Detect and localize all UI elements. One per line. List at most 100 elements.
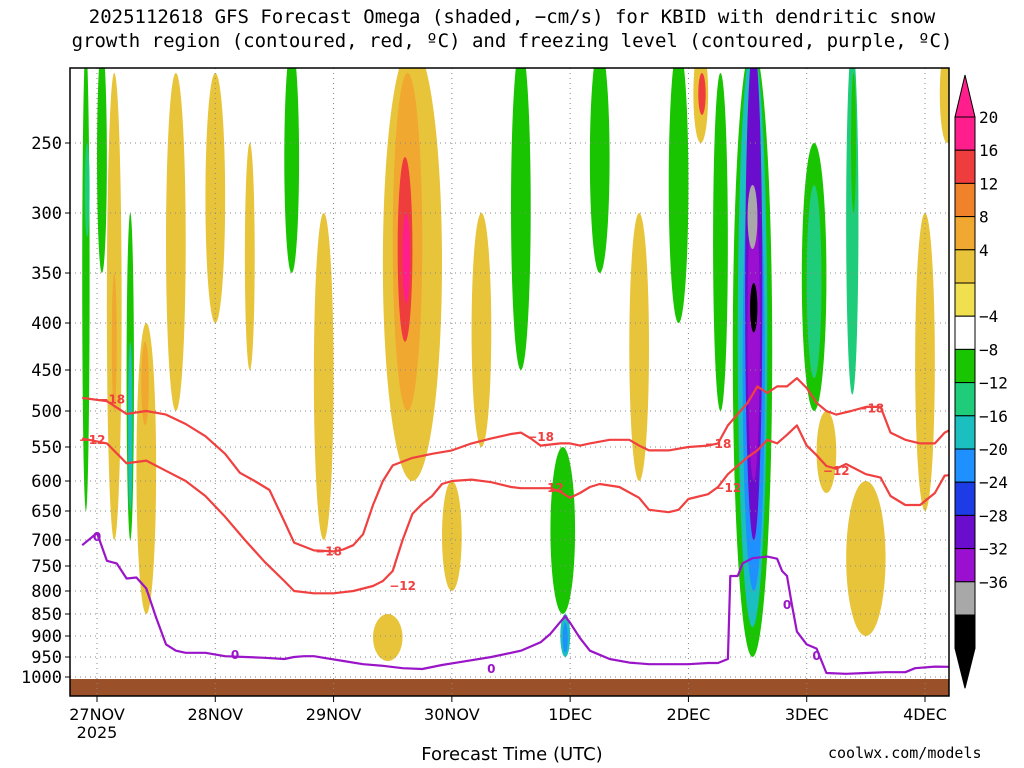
colorbar-swatch-15 [954, 614, 976, 649]
contour-label-1: −12 [79, 433, 106, 447]
ytick-label-300: 300 [31, 204, 62, 224]
omega-blob-19 [373, 614, 403, 661]
omega-blob-40 [806, 185, 822, 379]
xtick-label-30NOV: 30NOV [424, 705, 480, 724]
colorbar-swatch-13 [954, 548, 976, 583]
omega-blob-22 [550, 447, 576, 614]
ytick-label-650: 650 [31, 502, 62, 522]
terrain-band [70, 679, 949, 696]
chart-title-line-1: 2025112618 GFS Forecast Omega (shaded, −… [88, 6, 936, 28]
xtick-label-28NOV: 28NOV [187, 705, 243, 724]
colorbar-label-10: −24 [979, 473, 1008, 492]
colorbar: 20 16 12 8 4 −4 −8 −12 −16 −20 −24 −28 −32 −36 [954, 74, 1008, 689]
ytick-label-550: 550 [31, 438, 62, 458]
xtick-label-2DEC: 2DEC [667, 705, 711, 724]
xtick-label-3DEC: 3DEC [785, 705, 829, 724]
colorbar-swatch-10 [954, 448, 976, 483]
colorbar-label-9: −20 [979, 440, 1008, 459]
omega-blob-11 [244, 143, 255, 370]
contour-label-10: −12 [823, 464, 850, 478]
contour-label-12: 0 [487, 662, 495, 676]
contour-zero [81, 531, 949, 675]
colorbar-label-3: 8 [979, 208, 989, 227]
colorbar-swatch-8 [954, 382, 976, 417]
chart-title-line-2: growth region (contoured, red, ºC) and f… [71, 30, 953, 52]
ytick-label-1000: 1000 [21, 668, 62, 688]
colorbar-swatch-11 [954, 481, 976, 516]
colorbar-swatch-1 [954, 149, 976, 184]
colorbar-label-2: 12 [979, 174, 998, 193]
x-axis-label: Forecast Time (UTC) [421, 744, 603, 765]
contour-minus18 [82, 377, 949, 553]
plot-frame [69, 67, 950, 697]
omega-blob-1 [84, 143, 90, 237]
omega-blob-12 [284, 68, 300, 273]
omega-blob-9 [166, 73, 186, 411]
omega-blob-44 [939, 68, 949, 143]
ytick-label-950: 950 [31, 648, 62, 668]
contour-label-8: −12 [714, 481, 741, 495]
colorbar-arrow-top [954, 74, 976, 118]
omega-blob-29 [698, 73, 706, 115]
colorbar-label-6: −8 [979, 340, 998, 359]
terrain [70, 679, 949, 696]
omega-blob-8 [141, 341, 149, 426]
omega-blob-42 [851, 73, 856, 213]
contour-label-0: −18 [98, 393, 125, 407]
colorbar-label-7: −12 [979, 374, 1008, 393]
omega-shading [82, 68, 949, 661]
ytick-label-400: 400 [31, 314, 62, 334]
colorbar-label-4: 4 [979, 241, 989, 260]
colorbar-swatch-4 [954, 249, 976, 284]
colorbar-label-1: 16 [979, 141, 998, 160]
omega-blob-37 [750, 283, 758, 333]
ytick-label-750: 750 [31, 557, 62, 577]
contour-label-6: −12 [537, 481, 564, 495]
omega-blob-24 [562, 622, 568, 653]
omega-blob-2 [97, 68, 107, 273]
contour-label-14: 0 [812, 649, 820, 663]
omega-blob-46 [846, 481, 886, 636]
xtick-label-29NOV: 29NOV [306, 705, 362, 724]
omega-blob-6 [128, 341, 133, 511]
contour-label-13: 0 [783, 598, 791, 612]
omega-blob-21 [511, 68, 531, 370]
colorbar-swatch-6 [954, 315, 976, 350]
omega-blob-20 [471, 213, 492, 447]
omega-blob-30 [713, 73, 728, 411]
contour-minus12 [81, 424, 949, 595]
colorbar-swatch-7 [954, 348, 976, 384]
omega-blob-35 [747, 185, 760, 481]
omega-blob-26 [629, 213, 650, 481]
omega-blob-36 [747, 185, 758, 249]
ytick-label-500: 500 [31, 402, 62, 422]
omega-blob-7 [136, 323, 157, 614]
colorbar-label-12: −32 [979, 540, 1008, 559]
ytick-label-450: 450 [31, 361, 62, 381]
contour-label-5: −18 [527, 430, 554, 444]
xtick-label-4DEC: 4DEC [903, 705, 947, 724]
ytick-label-700: 700 [31, 531, 62, 551]
credit-link[interactable]: coolwx.com/models [828, 744, 982, 762]
contour-label-3: −18 [315, 544, 342, 558]
xtick-sublabel-27NOV: 2025 [77, 723, 118, 742]
ytick-label-250: 250 [31, 134, 62, 154]
ytick-label-900: 900 [31, 627, 62, 647]
xtick-label-27NOV: 27NOV [69, 705, 125, 724]
colorbar-label-11: −28 [979, 506, 1008, 525]
omega-blob-17 [402, 213, 410, 303]
contour-label-2: 0 [93, 530, 101, 544]
colorbar-label-0: 20 [979, 108, 998, 127]
colorbar-swatch-14 [954, 581, 976, 616]
xtick-label-1DEC: 1DEC [548, 705, 592, 724]
contour-label-11: 0 [231, 648, 239, 662]
ytick-label-600: 600 [31, 472, 62, 492]
colorbar-swatch-9 [954, 415, 976, 450]
contours [81, 377, 949, 675]
ytick-label-850: 850 [31, 605, 62, 625]
ytick-label-350: 350 [31, 264, 62, 284]
colorbar-swatch-5 [954, 282, 976, 317]
contour-label-9: −18 [857, 402, 884, 416]
omega-blob-25 [589, 68, 610, 273]
